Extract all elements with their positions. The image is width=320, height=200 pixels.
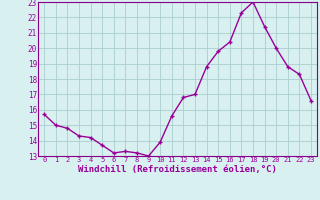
X-axis label: Windchill (Refroidissement éolien,°C): Windchill (Refroidissement éolien,°C): [78, 165, 277, 174]
